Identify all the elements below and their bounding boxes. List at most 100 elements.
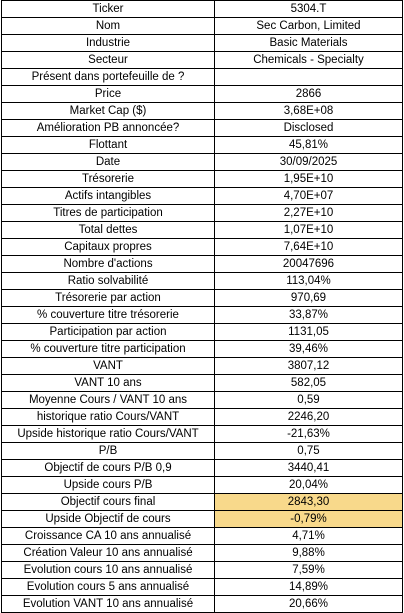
row-label-cell[interactable]: Moyenne Cours / VANT 10 ans <box>1 391 215 409</box>
row-value-cell[interactable]: 7,64E+10 <box>214 238 403 256</box>
row-label-cell[interactable]: Upside Objectif de cours <box>1 510 215 528</box>
row-value-cell[interactable]: 3807,12 <box>214 357 403 375</box>
row-label-cell[interactable]: Evolution VANT 10 ans annualisé <box>1 595 215 613</box>
row-value-cell[interactable]: Disclosed <box>214 119 403 137</box>
row-value-cell[interactable]: 1,95E+10 <box>214 170 403 188</box>
table-row: Participation par action 1131,05 <box>1 323 403 341</box>
row-value-cell[interactable]: 45,81% <box>214 136 403 154</box>
row-value-cell[interactable]: 30/09/2025 <box>214 153 403 171</box>
row-value-cell[interactable]: 9,88% <box>214 544 403 562</box>
row-value-cell[interactable]: 113,04% <box>214 272 403 290</box>
table-row: Date 30/09/2025 <box>1 153 403 171</box>
row-value-cell[interactable] <box>214 68 403 86</box>
row-label-cell[interactable]: Présent dans portefeuille de ? <box>1 68 215 86</box>
row-value-cell[interactable]: 2,27E+10 <box>214 204 403 222</box>
row-label-cell[interactable]: Trésorerie par action <box>1 289 215 307</box>
row-label-cell[interactable]: Price <box>1 85 215 103</box>
table-row: Upside historique ratio Cours/VANT -21,63… <box>1 425 403 443</box>
table-row: Secteur Chemicals - Specialty <box>1 51 403 69</box>
row-label-cell[interactable]: Objectif cours final <box>1 493 215 511</box>
table-row: Objectif de cours P/B 0,9 3440,41 <box>1 459 403 477</box>
row-value-cell[interactable]: 4,70E+07 <box>214 187 403 205</box>
row-value-cell[interactable]: 582,05 <box>214 374 403 392</box>
table-row: Trésorerie 1,95E+10 <box>1 170 403 188</box>
row-label-cell[interactable]: Trésorerie <box>1 170 215 188</box>
row-value-cell[interactable]: 1131,05 <box>214 323 403 341</box>
row-label-cell[interactable]: Création Valeur 10 ans annualisé <box>1 544 215 562</box>
row-label-cell[interactable]: Evolution cours 5 ans annualisé <box>1 578 215 596</box>
row-label-cell[interactable]: Ratio solvabilité <box>1 272 215 290</box>
table-row: P/B 0,75 <box>1 442 403 460</box>
row-value-cell[interactable]: Basic Materials <box>214 34 403 52</box>
row-label-cell[interactable]: Nombre d'actions <box>1 255 215 273</box>
table-row: VANT 10 ans 582,05 <box>1 374 403 392</box>
row-label-cell[interactable]: Croissance CA 10 ans annualisé <box>1 527 215 545</box>
table-row: % couverture titre trésorerie 33,87% <box>1 306 403 324</box>
row-label-cell[interactable]: Upside historique ratio Cours/VANT <box>1 425 215 443</box>
row-value-cell[interactable]: 7,59% <box>214 561 403 579</box>
row-value-cell[interactable]: 39,46% <box>214 340 403 358</box>
row-label-cell[interactable]: Participation par action <box>1 323 215 341</box>
row-label-cell[interactable]: historique ratio Cours/VANT <box>1 408 215 426</box>
table-row: % couverture titre participation 39,46% <box>1 340 403 358</box>
row-value-cell[interactable]: 2246,20 <box>214 408 403 426</box>
table-row: Upside Objectif de cours -0,79% <box>1 510 403 528</box>
row-value-cell[interactable]: 5304.T <box>214 0 403 18</box>
table-row: Moyenne Cours / VANT 10 ans 0,59 <box>1 391 403 409</box>
table-row: historique ratio Cours/VANT 2246,20 <box>1 408 403 426</box>
table-row: Market Cap ($) 3,68E+08 <box>1 102 403 120</box>
table-row: Evolution cours 10 ans annualisé 7,59% <box>1 561 403 579</box>
table-row: Nom Sec Carbon, Limited <box>1 17 403 35</box>
table-row: Trésorerie par action 970,69 <box>1 289 403 307</box>
row-value-cell[interactable]: 20,66% <box>214 595 403 613</box>
row-label-cell[interactable]: Flottant <box>1 136 215 154</box>
row-label-cell[interactable]: Industrie <box>1 34 215 52</box>
row-value-cell[interactable]: Sec Carbon, Limited <box>214 17 403 35</box>
row-label-cell[interactable]: Date <box>1 153 215 171</box>
row-value-cell[interactable]: 20047696 <box>214 255 403 273</box>
row-value-cell[interactable]: 1,07E+10 <box>214 221 403 239</box>
row-label-cell[interactable]: Objectif de cours P/B 0,9 <box>1 459 215 477</box>
row-label-cell[interactable]: Secteur <box>1 51 215 69</box>
row-value-cell[interactable]: 3,68E+08 <box>214 102 403 120</box>
row-label-cell[interactable]: Market Cap ($) <box>1 102 215 120</box>
row-value-cell[interactable]: 0,75 <box>214 442 403 460</box>
row-value-cell[interactable]: 20,04% <box>214 476 403 494</box>
table-row: Capitaux propres 7,64E+10 <box>1 238 403 256</box>
row-value-cell[interactable]: 0,59 <box>214 391 403 409</box>
row-value-cell[interactable]: 2866 <box>214 85 403 103</box>
row-value-cell[interactable]: 33,87% <box>214 306 403 324</box>
table-row: Price 2866 <box>1 85 403 103</box>
row-label-cell[interactable]: Nom <box>1 17 215 35</box>
row-value-cell[interactable]: 970,69 <box>214 289 403 307</box>
row-label-cell[interactable]: VANT <box>1 357 215 375</box>
row-value-cell[interactable]: -0,79% <box>214 510 403 528</box>
table-row: Création Valeur 10 ans annualisé 9,88% <box>1 544 403 562</box>
table-row: Ticker 5304.T <box>1 0 403 18</box>
row-label-cell[interactable]: Capitaux propres <box>1 238 215 256</box>
table-row: Ratio solvabilité 113,04% <box>1 272 403 290</box>
row-label-cell[interactable]: P/B <box>1 442 215 460</box>
row-value-cell[interactable]: -21,63% <box>214 425 403 443</box>
table-row: Actifs intangibles 4,70E+07 <box>1 187 403 205</box>
row-value-cell[interactable]: 2843,30 <box>214 493 403 511</box>
row-label-cell[interactable]: Amélioration PB annoncée? <box>1 119 215 137</box>
table-row: Flottant 45,81% <box>1 136 403 154</box>
row-value-cell[interactable]: 4,71% <box>214 527 403 545</box>
row-value-cell[interactable]: Chemicals - Specialty <box>214 51 403 69</box>
row-label-cell[interactable]: VANT 10 ans <box>1 374 215 392</box>
row-label-cell[interactable]: Titres de participation <box>1 204 215 222</box>
row-value-cell[interactable]: 3440,41 <box>214 459 403 477</box>
row-label-cell[interactable]: % couverture titre participation <box>1 340 215 358</box>
row-value-cell[interactable]: 14,89% <box>214 578 403 596</box>
row-label-cell[interactable]: Total dettes <box>1 221 215 239</box>
table-row: Total dettes 1,07E+10 <box>1 221 403 239</box>
row-label-cell[interactable]: Upside cours P/B <box>1 476 215 494</box>
row-label-cell[interactable]: Evolution cours 10 ans annualisé <box>1 561 215 579</box>
table-row: Titres de participation 2,27E+10 <box>1 204 403 222</box>
row-label-cell[interactable]: Actifs intangibles <box>1 187 215 205</box>
row-label-cell[interactable]: % couverture titre trésorerie <box>1 306 215 324</box>
row-label-cell[interactable]: Ticker <box>1 0 215 18</box>
